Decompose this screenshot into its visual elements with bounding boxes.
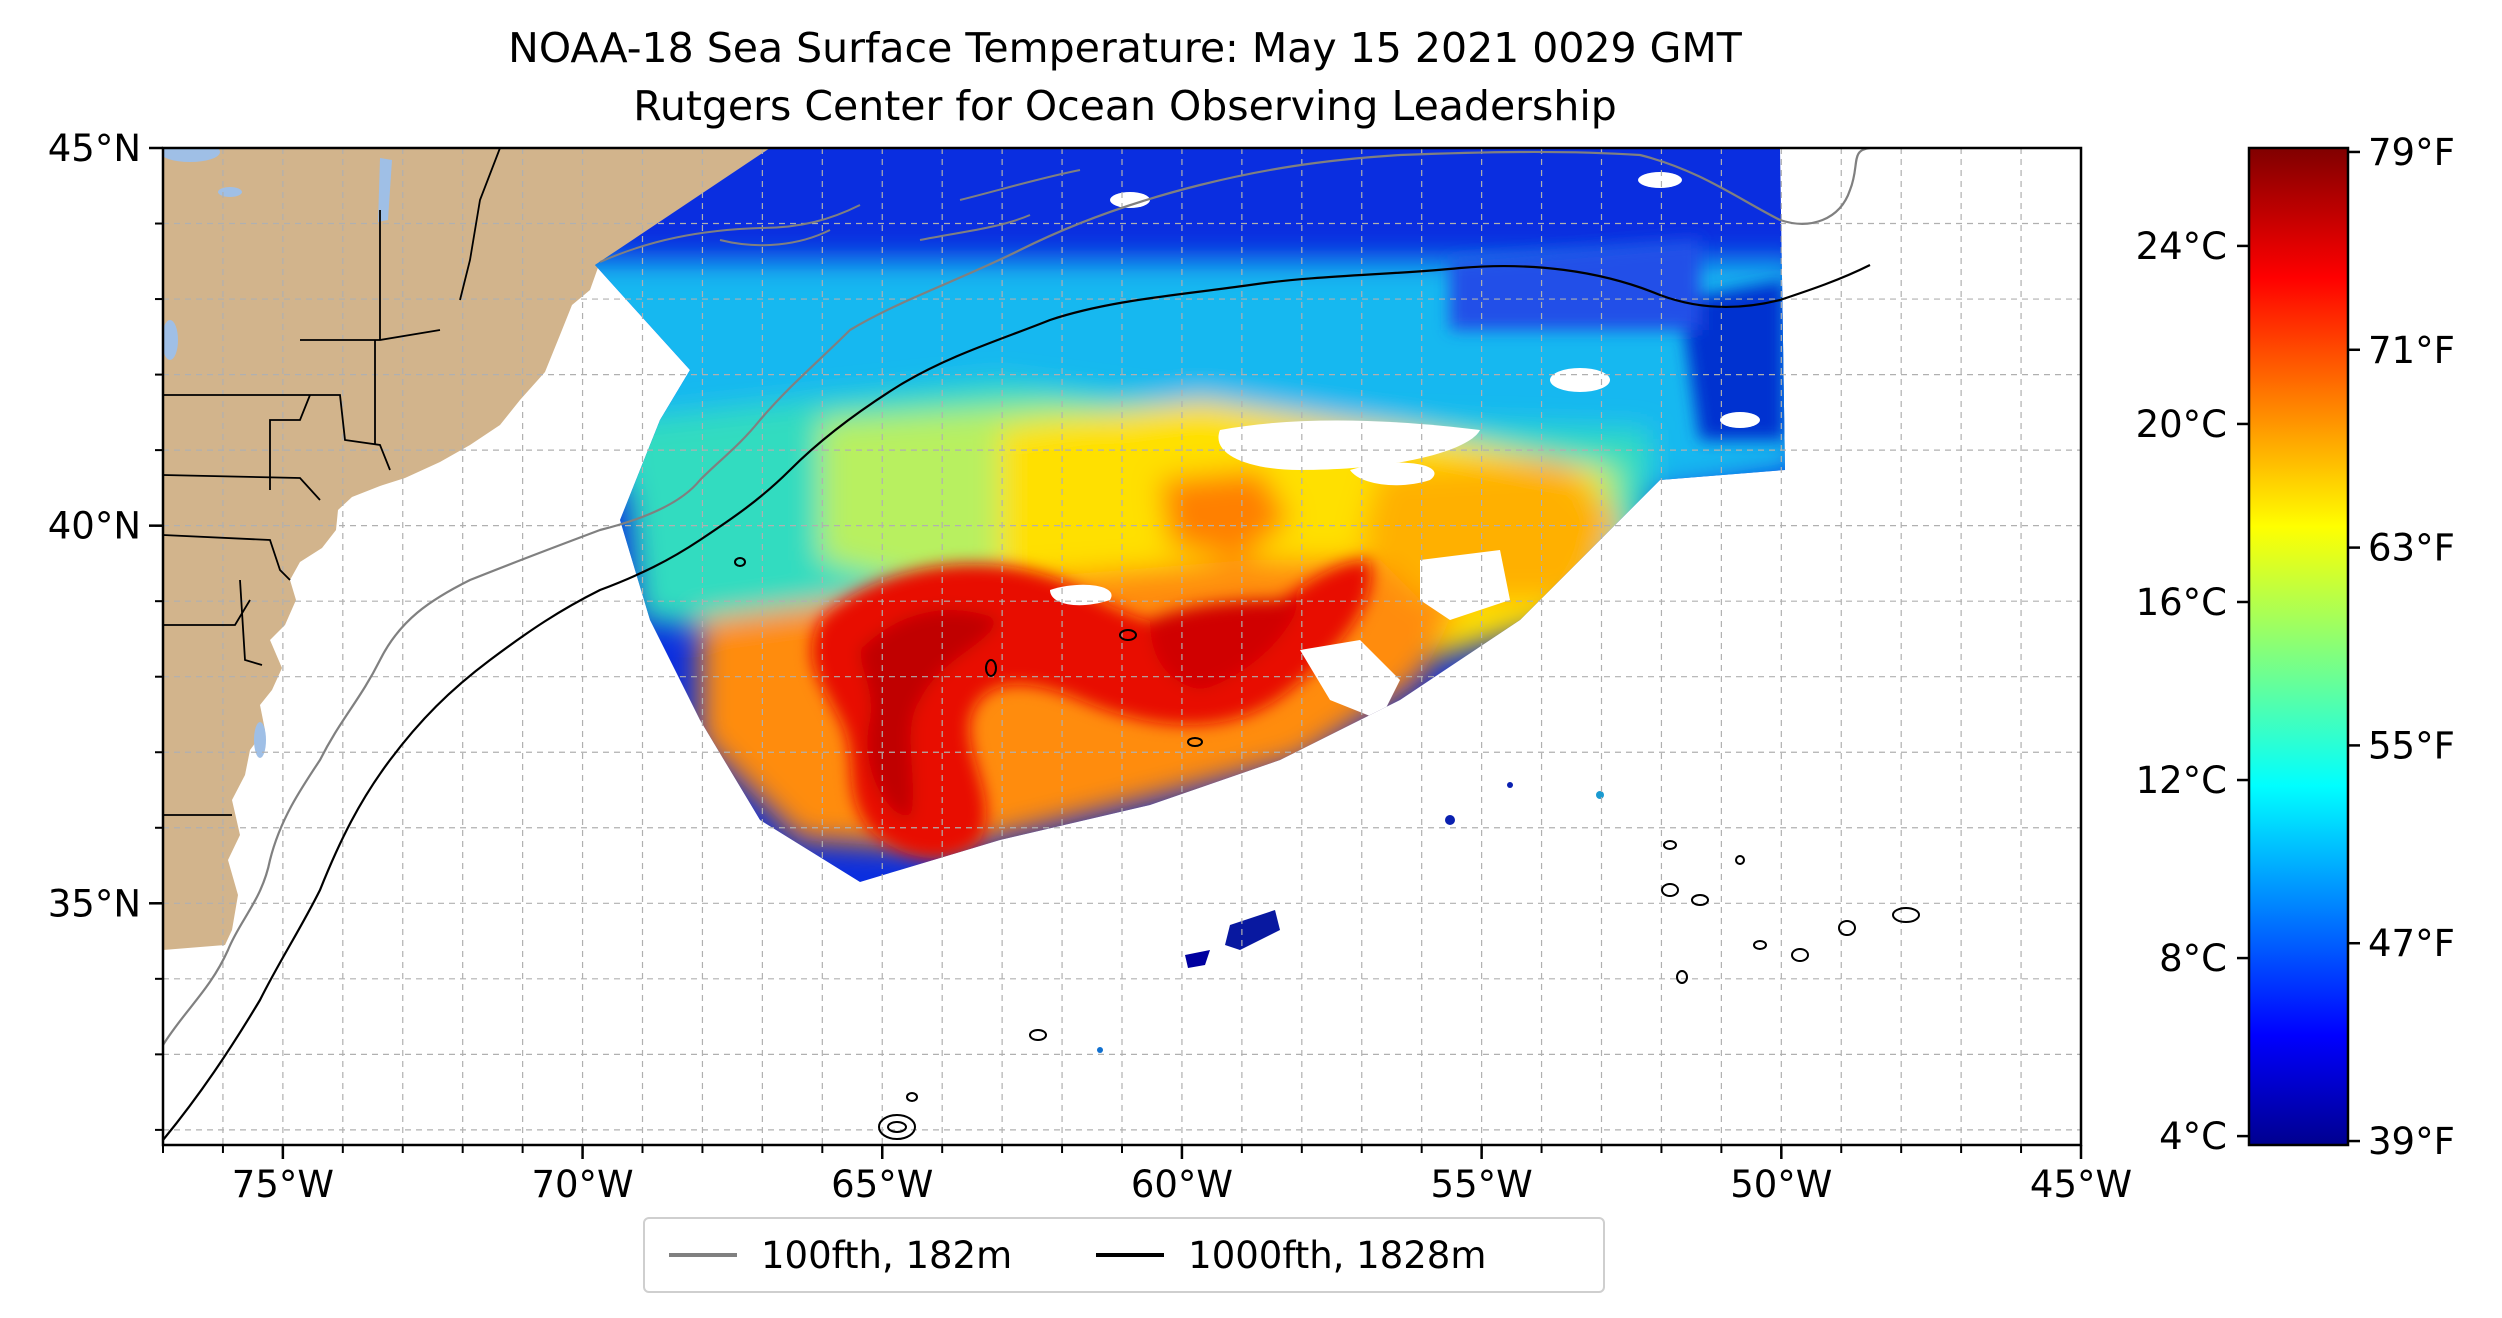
lon-tick-label: 60°W bbox=[1131, 1163, 1233, 1206]
legend-item-100fth: 100fth, 182m bbox=[645, 1234, 1012, 1277]
colorbar-label-f: 47°F bbox=[2368, 922, 2455, 965]
colorbar-label-f: 63°F bbox=[2368, 527, 2455, 570]
legend-swatch bbox=[669, 1253, 737, 1257]
colorbar-label-c: 20°C bbox=[2136, 403, 2227, 446]
land-mass bbox=[163, 148, 805, 950]
map-area bbox=[163, 148, 2081, 1145]
lakes bbox=[163, 148, 895, 758]
seamounts bbox=[734, 557, 1920, 1140]
legend-swatch bbox=[1096, 1253, 1165, 1257]
map-subtitle: Rutgers Center for Ocean Observing Leade… bbox=[633, 82, 1617, 130]
colorbar-label-f: 55°F bbox=[2368, 724, 2455, 767]
colorbar-frame bbox=[2247, 146, 2350, 1147]
colorbar-label-f: 79°F bbox=[2368, 131, 2455, 174]
colorbar-label-c: 8°C bbox=[2159, 937, 2227, 980]
colorbar-label-f: 39°F bbox=[2368, 1120, 2455, 1163]
colorbar-label-c: 4°C bbox=[2159, 1115, 2227, 1158]
colorbar-label-c: 16°C bbox=[2136, 581, 2227, 624]
lat-tick-label: 35°N bbox=[48, 882, 141, 925]
sst-swath bbox=[595, 148, 1785, 1053]
cloud-gaps bbox=[1050, 172, 1760, 720]
lon-tick-label: 50°W bbox=[1730, 1163, 1832, 1206]
isobath-100fth-gom bbox=[599, 169, 1081, 263]
gridlines bbox=[163, 148, 2081, 1145]
legend-label: 100fth, 182m bbox=[761, 1233, 1013, 1277]
lon-tick-label: 75°W bbox=[232, 1163, 334, 1206]
legend: 100fth, 182m 1000fth, 1828m bbox=[643, 1217, 1605, 1293]
lon-tick-label: 55°W bbox=[1431, 1163, 1533, 1206]
state-borders bbox=[163, 148, 501, 816]
lon-tick-label: 65°W bbox=[831, 1163, 933, 1206]
lat-tick-label: 45°N bbox=[48, 127, 141, 170]
colorbar-label-f: 71°F bbox=[2368, 329, 2455, 372]
legend-item-1000fth: 1000fth, 1828m bbox=[1072, 1234, 1486, 1277]
scattered-pixels bbox=[1097, 782, 1604, 1053]
map-title: NOAA-18 Sea Surface Temperature: May 15 … bbox=[508, 24, 1742, 72]
isobath-1000fth bbox=[163, 264, 1871, 1141]
legend-label: 1000fth, 1828m bbox=[1188, 1233, 1487, 1277]
colorbar-label-c: 24°C bbox=[2136, 225, 2227, 268]
lat-tick-label: 40°N bbox=[48, 505, 141, 548]
lon-tick-label: 70°W bbox=[531, 1163, 633, 1206]
colorbar: 4°C 8°C 12°C 16°C 20°C 24°C 39°F 47°F 55°F 63°F 71… bbox=[2136, 131, 2455, 1163]
isobath-100fth bbox=[163, 148, 1871, 1046]
colorbar-gradient bbox=[2249, 148, 2348, 1145]
colorbar-label-c: 12°C bbox=[2136, 759, 2227, 802]
lon-tick-label: 45°W bbox=[2030, 1163, 2132, 1206]
axis-ticks: 75°W 70°W 65°W 60°W 55°W 50°W 45°W 45°N 40°N 35°N bbox=[48, 127, 2132, 1206]
colorbar-ticks: 4°C 8°C 12°C 16°C 20°C 24°C 39°F 47°F 55°F 63°F 71… bbox=[2136, 131, 2455, 1163]
